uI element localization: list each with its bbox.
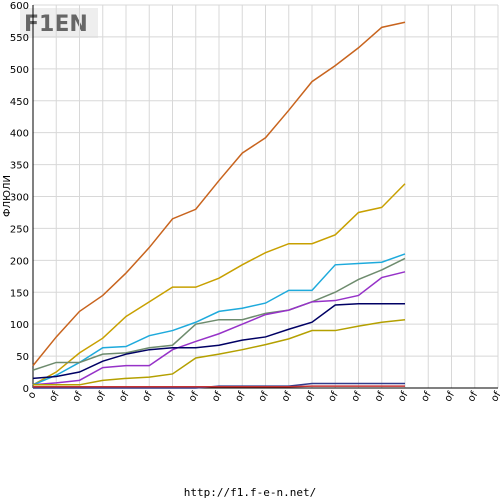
y-tick-label: 550 [10,33,29,44]
y-tick-label: 300 [10,193,29,204]
x-tick-label: of [117,390,132,404]
x-tick-label: of [210,390,225,404]
y-tick-label: 500 [10,65,29,76]
x-tick-label: of [48,390,63,404]
series-line [32,183,406,386]
y-tick-label: 100 [10,320,29,331]
x-tick-label: of [280,390,295,404]
x-tick-label: of [141,390,156,404]
x-tick-label: of [489,390,500,404]
x-tick-label: o [26,390,39,401]
series-line [32,302,405,380]
series-line [32,21,406,367]
x-tick-label: of [373,390,388,404]
y-tick-label: 400 [10,129,29,140]
x-tick-label: of [396,390,411,404]
x-tick-label: of [257,390,272,404]
x-tick-label: of [71,390,86,404]
y-tick-label: 600 [10,1,29,12]
x-tick-label: of [420,390,435,404]
y-axis-label: ФЛЮЛИ [2,175,13,217]
series-line [32,271,406,386]
series-line [33,318,406,386]
series-line [32,257,406,371]
x-tick-label: of [164,390,179,404]
x-tick-label: of [94,390,109,404]
x-tick-label: of [443,390,458,404]
y-tick-label: 450 [10,97,29,108]
y-tick-label: 150 [10,288,29,299]
y-tick-label: 50 [16,352,29,363]
x-tick-label: of [327,390,342,404]
y-tick-label: 350 [10,161,29,172]
series-line [32,253,406,386]
x-tick-label: of [466,390,481,404]
y-tick-label: 200 [10,256,29,267]
y-tick-label: 0 [23,384,29,395]
x-tick-label: of [187,390,202,404]
y-tick-label: 250 [10,224,29,235]
x-tick-label: of [303,390,318,404]
x-tick-label: of [350,390,365,404]
footer: http://f1.f-e-n.net/ [184,486,316,499]
x-tick-label: of [234,390,249,404]
series-line [33,385,405,388]
